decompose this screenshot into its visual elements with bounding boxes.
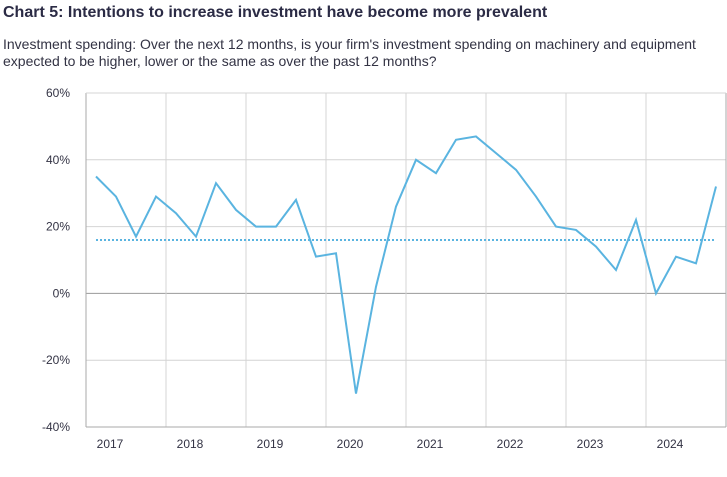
series-line bbox=[95, 135, 717, 394]
y-tick-label: 20% bbox=[46, 220, 70, 234]
y-tick-label: 60% bbox=[46, 86, 70, 100]
y-tick-label: 0% bbox=[53, 286, 71, 300]
x-tick-label: 2021 bbox=[417, 437, 444, 451]
x-tick-label: 2024 bbox=[657, 437, 684, 451]
x-tick-label: 2018 bbox=[177, 437, 204, 451]
x-tick-label: 2023 bbox=[577, 437, 604, 451]
y-tick-label: -20% bbox=[42, 353, 70, 367]
y-tick-label: -40% bbox=[42, 420, 70, 434]
y-tick-label: 40% bbox=[46, 153, 70, 167]
chart-title: Chart 5: Intentions to increase investme… bbox=[3, 4, 548, 21]
chart-subtitle: Investment spending: Over the next 12 mo… bbox=[3, 36, 696, 69]
x-tick-label: 2017 bbox=[97, 437, 124, 451]
x-tick-label: 2022 bbox=[497, 437, 524, 451]
x-tick-label: 2020 bbox=[337, 437, 364, 451]
x-tick-label: 2019 bbox=[257, 437, 284, 451]
